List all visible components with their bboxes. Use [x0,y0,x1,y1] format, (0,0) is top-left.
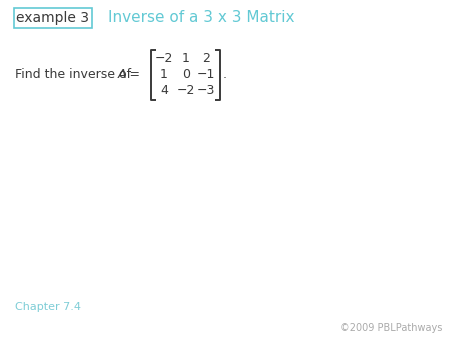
Text: −3: −3 [197,84,215,97]
Text: ©2009 PBLPathways: ©2009 PBLPathways [340,323,442,333]
Text: A =: A = [118,69,141,81]
Text: 1: 1 [182,52,190,66]
Text: Inverse of a 3 x 3 Matrix: Inverse of a 3 x 3 Matrix [108,10,294,25]
Text: −2: −2 [155,52,173,66]
Text: −1: −1 [197,69,215,81]
FancyBboxPatch shape [14,8,92,28]
Text: −2: −2 [177,84,195,97]
Text: 1: 1 [160,69,168,81]
Text: 4: 4 [160,84,168,97]
Text: .: . [223,69,227,81]
Text: 2: 2 [202,52,210,66]
Text: example 3: example 3 [17,11,90,25]
Text: 0: 0 [182,69,190,81]
Text: Find the inverse of: Find the inverse of [15,69,135,81]
Text: Chapter 7.4: Chapter 7.4 [15,302,81,312]
